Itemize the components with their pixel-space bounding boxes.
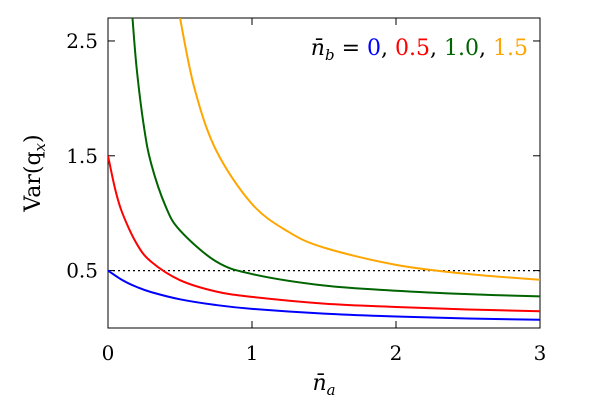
x-axis-label-main: n̄	[312, 371, 326, 396]
legend-separator: ,	[479, 36, 493, 61]
legend-equals: =	[335, 36, 367, 61]
legend-prefix-sub: b	[325, 46, 335, 64]
series-line-0	[108, 269, 540, 321]
y-tick-label: 2.5	[66, 29, 98, 53]
legend: n̄b = 0, 0.5, 1.0, 1.5	[311, 36, 528, 64]
series-lines	[108, 18, 540, 321]
legend-entry: 0	[367, 36, 381, 61]
y-tick-label: 0.5	[66, 259, 98, 283]
x-tick-label: 0	[102, 341, 115, 365]
y-axis-label: Var(qx)	[21, 134, 49, 212]
tick-marks	[107, 18, 541, 328]
legend-entry: 0.5	[395, 36, 430, 61]
series-line-1-0	[131, 18, 540, 298]
x-tick-label: 1	[246, 341, 259, 365]
series-line-0-5	[108, 155, 540, 313]
y-tick-label: 1.5	[66, 144, 98, 168]
legend-entry: 1.0	[444, 36, 479, 61]
y-axis-label-sub: x	[31, 142, 49, 151]
legend-entry: 1.5	[493, 36, 528, 61]
x-tick-label: 3	[534, 341, 547, 365]
series-line-1-5	[179, 18, 540, 281]
x-tick-label: 2	[390, 341, 403, 365]
x-axis-label: n̄a	[312, 371, 335, 399]
y-axis-label-close: )	[21, 134, 46, 143]
tick-labels: 0 1 2 3 0.5 1.5 2.5	[66, 29, 546, 365]
legend-separator: ,	[381, 36, 395, 61]
x-axis-label-sub: a	[327, 381, 336, 399]
plot-frame	[107, 17, 541, 329]
y-axis-label-main: Var(q	[21, 151, 46, 212]
legend-separator: ,	[430, 36, 444, 61]
legend-prefix: n̄	[311, 36, 325, 61]
